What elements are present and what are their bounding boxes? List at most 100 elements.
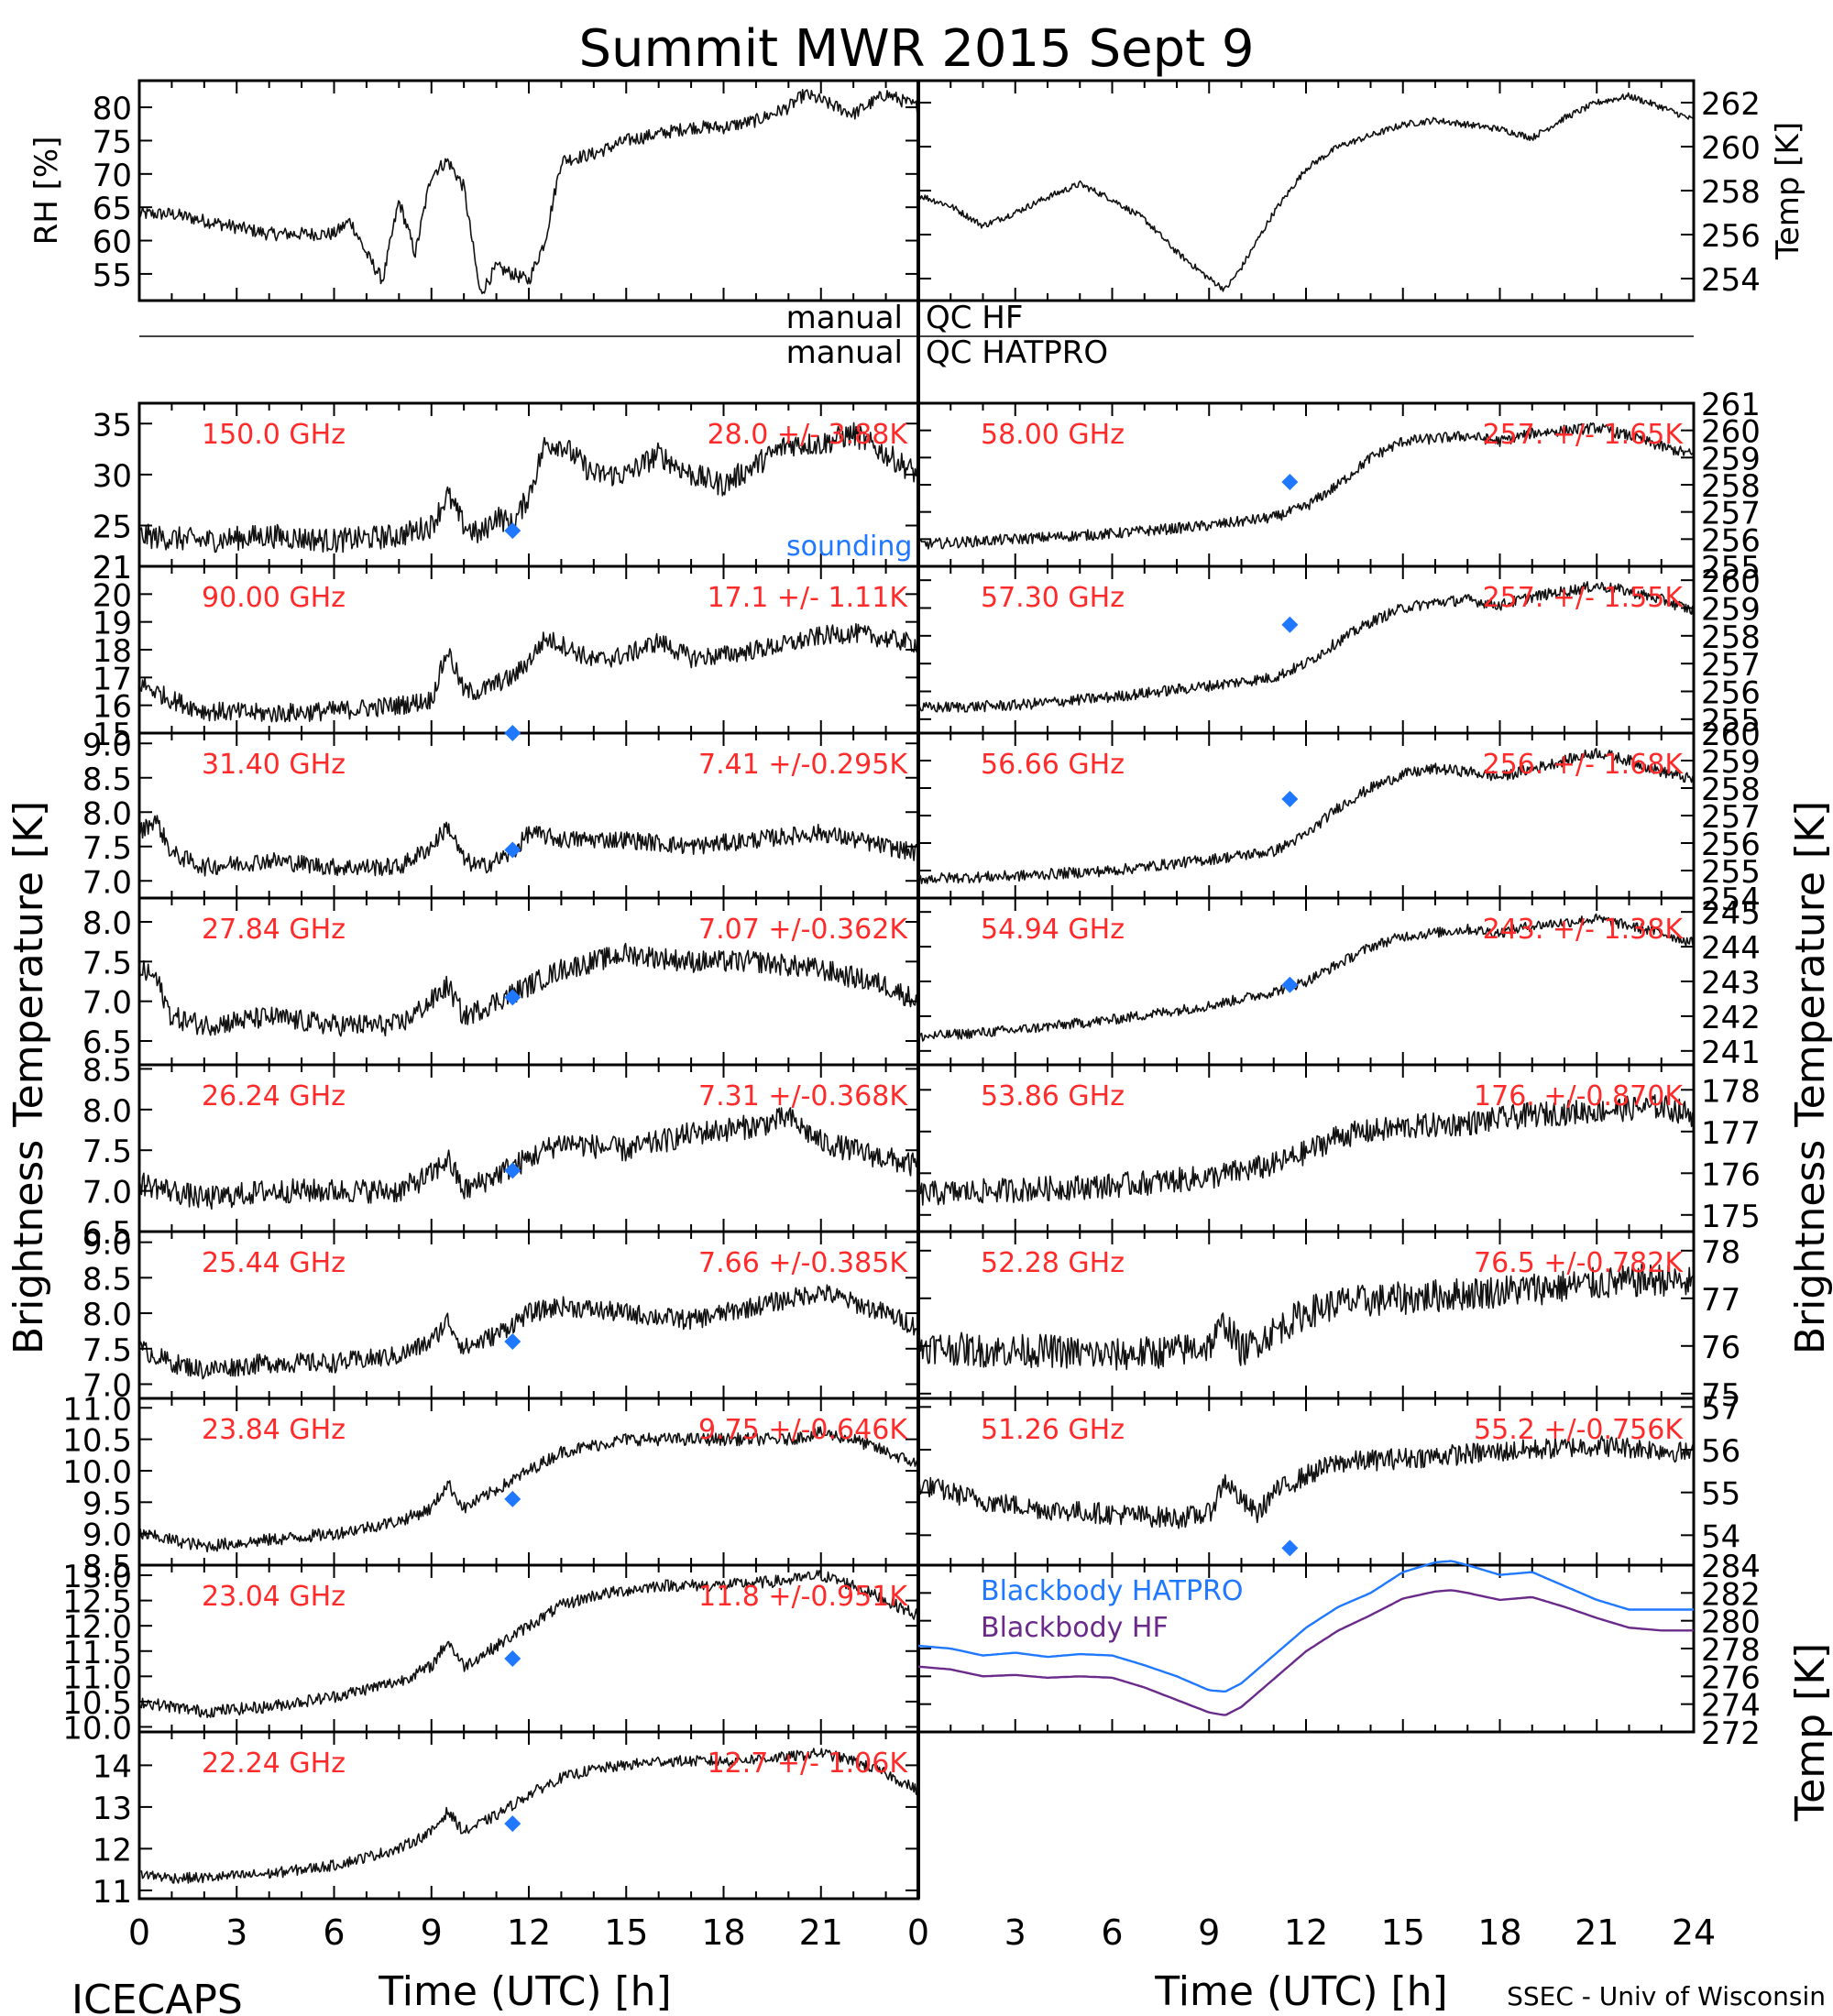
ch52_28-ytick-label: 77	[1701, 1282, 1740, 1319]
ch23_04-freq-label: 23.04 GHz	[202, 1581, 346, 1613]
x-tick-label-right: 9	[1198, 1912, 1220, 1953]
ch54_94-freq-label: 54.94 GHz	[981, 914, 1125, 946]
ch56_66-ytick-label: 259	[1701, 744, 1761, 781]
ch90-stat-label: 17.1 +/- 1.11K	[708, 582, 909, 614]
x-axis-label-left: Time (UTC) [h]	[378, 1968, 671, 2015]
ch27_84-ytick-label: 7.5	[82, 945, 132, 981]
ch58-trace	[917, 422, 1695, 550]
ch23_84-ytick-label: 10.0	[62, 1454, 132, 1491]
ch23_04-ytick-label: 13.0	[62, 1559, 132, 1595]
ch23_84-trace	[138, 1426, 919, 1553]
ch150-ytick-label: 25	[93, 509, 132, 546]
ch52_28-ytick-label: 76	[1701, 1330, 1740, 1366]
blackbody-ytick-label: 282	[1701, 1576, 1761, 1613]
ch56_66-ytick-label: 255	[1701, 854, 1761, 891]
ch23_04-ytick-label: 11.0	[62, 1660, 132, 1696]
rh-ytick-label: 55	[93, 257, 132, 294]
ch54_94-stat-label: 243. +/- 1.38K	[1483, 914, 1685, 946]
ch27_84-ytick-label: 8.0	[82, 905, 132, 942]
ch58-ytick-label: 255	[1701, 550, 1761, 586]
ch31_40-sounding-marker	[504, 841, 521, 859]
blackbody-ytick-label: 284	[1701, 1549, 1761, 1585]
ch58-ytick-label: 256	[1701, 522, 1761, 559]
ch56_66-stat-label: 256. +/- 1.68K	[1483, 749, 1685, 781]
x-tick-label-left: 0	[128, 1912, 150, 1953]
ch23_04-stat-label: 11.8 +/-0.951K	[698, 1581, 908, 1613]
ch23_84-ytick-label: 9.0	[82, 1517, 132, 1554]
ch27_84-stat-label: 7.07 +/-0.362K	[698, 914, 908, 946]
ch90-ytick-label: 19	[93, 606, 132, 642]
ch57_30-trace	[917, 581, 1695, 713]
ch51_26-sounding-marker	[1281, 1539, 1299, 1557]
left-ylabel: Brightness Temperature [K]	[5, 801, 52, 1354]
ch22_24-ytick-label: 11	[93, 1874, 132, 1911]
ch54_94-ytick-label: 242	[1701, 1000, 1761, 1036]
ch150-freq-label: 150.0 GHz	[202, 419, 346, 451]
ch31_40-freq-label: 31.40 GHz	[202, 749, 346, 781]
ch23_84-ytick-label: 10.5	[62, 1423, 132, 1460]
ch22_24-ytick-label: 14	[93, 1748, 132, 1785]
ch90-ytick-label: 21	[93, 550, 132, 586]
ch54_94-ytick-label: 241	[1701, 1035, 1761, 1071]
ch31_40-trace	[138, 815, 919, 877]
footer-right-label: SSEC - Univ of Wisconsin	[1507, 1981, 1826, 2011]
ch57_30-ytick-label: 255	[1701, 703, 1761, 740]
ch53_86-ytick-label: 178	[1701, 1073, 1761, 1110]
ch52_28-freq-label: 52.28 GHz	[981, 1247, 1125, 1279]
ch57_30-ytick-label: 256	[1701, 675, 1761, 712]
ch57_30-stat-label: 257. +/- 1.55K	[1483, 582, 1685, 614]
ch57_30-ytick-label: 258	[1701, 619, 1761, 656]
qc-hatpro-left-label: manual	[786, 334, 903, 371]
rh-ylabel: RH [%]	[28, 137, 65, 246]
blackbody-ytick-label: 272	[1701, 1715, 1761, 1752]
ch53_86-trace	[917, 1094, 1695, 1206]
blackbody-series-1	[917, 1560, 1694, 1693]
blackbody-series-2	[917, 1589, 1694, 1716]
right-ylabel: Brightness Temperature [K]	[1787, 801, 1833, 1354]
ch53_86-stat-label: 176. +/-0.870K	[1474, 1080, 1684, 1112]
ch23_84-freq-label: 23.84 GHz	[202, 1414, 346, 1446]
ch23_04-ytick-label: 12.0	[62, 1609, 132, 1646]
temp-ylabel: Temp [K]	[1770, 122, 1806, 260]
ch25_44-ytick-label: 7.5	[82, 1332, 132, 1369]
ch54_94-ytick-label: 244	[1701, 930, 1761, 967]
ch25_44-sounding-marker	[504, 1333, 521, 1351]
ch51_26-ytick-label: 57	[1701, 1390, 1740, 1427]
x-tick-label-right: 3	[1004, 1912, 1026, 1953]
blackbody-ytick-label: 280	[1701, 1605, 1761, 1641]
ch22_24-ytick-label: 13	[93, 1791, 132, 1827]
ch56_66-freq-label: 56.66 GHz	[981, 749, 1125, 781]
ch56_66-ytick-label: 257	[1701, 799, 1761, 836]
ch90-ytick-label: 16	[93, 689, 132, 726]
ch58-freq-label: 58.00 GHz	[981, 419, 1125, 451]
ch57_30-ytick-label: 260	[1701, 564, 1761, 600]
ch90-freq-label: 90.00 GHz	[202, 582, 346, 614]
ch150-trace	[138, 422, 919, 553]
ch27_84-ytick-label: 7.0	[82, 985, 132, 1022]
rh-ytick-label: 65	[93, 191, 132, 227]
ch56_66-trace	[917, 748, 1695, 884]
rh-ytick-label: 80	[93, 91, 132, 127]
ch150-ytick-label: 35	[93, 407, 132, 444]
ch51_26-ytick-label: 56	[1701, 1433, 1740, 1470]
ch26_24-ytick-label: 8.0	[82, 1093, 132, 1130]
ch23_84-ytick-label: 8.5	[82, 1549, 132, 1585]
chart-title: Summit MWR 2015 Sept 9	[578, 19, 1254, 79]
blackbody-ytick-label: 274	[1701, 1688, 1761, 1725]
ch23_04-sounding-marker	[504, 1650, 521, 1668]
temp_surface-ytick-label: 254	[1701, 262, 1761, 299]
ch23_84-ytick-label: 9.5	[82, 1485, 132, 1522]
ch23_84-ytick-label: 11.0	[62, 1391, 132, 1428]
temp_surface-ytick-label: 256	[1701, 218, 1761, 255]
ch26_24-stat-label: 7.31 +/-0.368K	[698, 1080, 908, 1112]
ch53_86-freq-label: 53.86 GHz	[981, 1080, 1125, 1112]
ch54_94-ytick-label: 243	[1701, 965, 1761, 1002]
ch56_66-sounding-marker	[1281, 791, 1299, 807]
ch31_40-ytick-label: 9.0	[82, 727, 132, 763]
ch58-stat-label: 257. +/- 1.65K	[1483, 419, 1685, 451]
ch54_94-ytick-label: 245	[1701, 895, 1761, 932]
ch26_24-sounding-marker	[504, 1162, 521, 1179]
ch90-sounding-marker	[504, 725, 521, 741]
